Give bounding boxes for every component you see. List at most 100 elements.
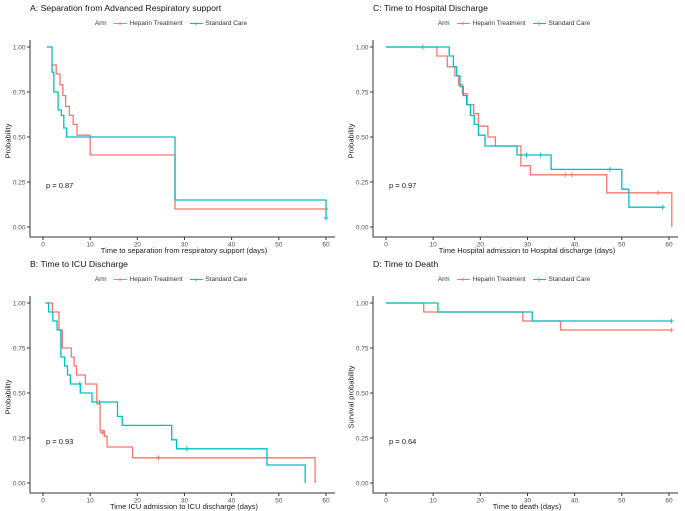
panel-title: B: Time to ICU Discharge	[30, 259, 129, 269]
y-tick-label: 0.50	[356, 134, 369, 141]
y-tick-label: 0.00	[356, 480, 369, 487]
censor-mark-heparin-treatment	[562, 172, 568, 178]
legend-label: Heparin Treatment	[129, 20, 183, 27]
y-tick-label: 1.00	[356, 300, 369, 307]
legend-label: Standard Care	[205, 20, 248, 27]
x-tick-label: 60	[665, 498, 673, 505]
censor-mark-standard-care	[668, 318, 674, 324]
axis-lines	[372, 296, 678, 494]
plot-area: Probability 0.00 0.25 0.50 0.75 1.00 0 10 20 30 4…	[343, 34, 685, 248]
y-tick-label: 0.75	[356, 89, 369, 96]
p-value: p = 0.64	[389, 437, 417, 446]
legend-item-standard-care: Standard Care	[189, 275, 248, 284]
p-value: p = 0.93	[46, 437, 74, 446]
legend-item-heparin: Heparin Treatment	[113, 19, 183, 28]
legend-label: Heparin Treatment	[129, 276, 183, 283]
x-tick-label: 30	[181, 242, 189, 249]
km-plot-c: 0.00 0.25 0.50 0.75 1.00 0 10 20 30 40 50 60	[356, 40, 678, 249]
x-tick-label: 50	[618, 498, 626, 505]
y-tick-label: 0.00	[13, 480, 26, 487]
x-axis-label: Time to separation from respiratory supp…	[100, 246, 268, 255]
panel-icu-discharge: B: Time to ICU Discharge Arm Heparin Tre…	[0, 256, 342, 511]
legend: Arm Heparin Treatment Standard Care	[0, 19, 342, 28]
axis-lines	[29, 296, 335, 494]
x-tick-label: 10	[430, 498, 438, 505]
km-curve-heparin-treatment	[386, 46, 673, 227]
legend-item-heparin: Heparin Treatment	[456, 275, 526, 284]
y-tick-label: 0.75	[13, 345, 26, 352]
legend: Arm Heparin Treatment Standard Care	[0, 275, 342, 284]
y-tick-label: 1.00	[356, 44, 369, 51]
censor-mark-standard-care	[323, 215, 329, 221]
legend-item-standard-care: Standard Care	[532, 275, 590, 284]
x-tick-label: 10	[87, 242, 95, 249]
km-plot-a: 0.00 0.25 0.50 0.75 1.00 0 10 20 30 40 50 60	[13, 40, 335, 249]
km-curve-standard-care	[386, 46, 663, 208]
x-tick-label: 40	[571, 498, 579, 505]
x-tick-label: 60	[322, 498, 330, 505]
y-tick-label: 1.00	[13, 300, 26, 307]
panel-title: D: Time to Death	[373, 259, 439, 269]
plot-area: Survival probability 0.00 0.25 0.50 0.75 1.0…	[343, 290, 685, 504]
censor-mark-heparin-treatment	[569, 172, 575, 178]
heparin-line-marker	[113, 19, 127, 28]
km-curve-standard-care	[46, 46, 327, 218]
y-tick-label: 0.25	[13, 179, 26, 186]
y-tick-label: 0.75	[356, 345, 369, 352]
x-tick-label: 50	[618, 242, 626, 249]
panel-death: D: Time to Death Arm Heparin Treatment S…	[343, 256, 685, 511]
x-axis-label: Time Hospital admission to Hospital disc…	[438, 246, 616, 255]
x-tick-label: 60	[322, 242, 330, 249]
x-tick-label: 30	[524, 498, 532, 505]
x-tick-label: 20	[477, 498, 485, 505]
censor-mark-standard-care	[420, 44, 426, 50]
standard-care-line-marker	[532, 275, 546, 284]
legend-label: Heparin Treatment	[472, 20, 526, 27]
panel-separation-respiratory: A: Separation from Advanced Respiratory …	[0, 0, 342, 255]
plot-area: Probability 0.00 0.25 0.50 0.75 1.00 0 10 20 30 4…	[0, 34, 342, 248]
censor-mark-standard-care	[524, 152, 529, 158]
censor-mark-heparin-treatment	[655, 190, 661, 196]
censor-mark-heparin-treatment	[100, 430, 105, 435]
y-tick-label: 0.00	[13, 224, 26, 231]
standard-care-line-marker	[189, 19, 203, 28]
x-tick-label: 0	[384, 242, 388, 249]
x-axis-label: Time to death (days)	[492, 502, 562, 511]
legend-label: Standard Care	[548, 20, 591, 27]
x-tick-label: 10	[87, 498, 95, 505]
plot-area: Probability 0.00 0.25 0.50 0.75 1.00 0 10 20 30 4…	[0, 290, 342, 504]
legend-label: Standard Care	[205, 276, 248, 283]
y-tick-label: 0.25	[13, 435, 26, 442]
p-value: p = 0.87	[46, 181, 74, 190]
legend-title: Arm	[94, 20, 107, 27]
censor-mark-standard-care	[184, 446, 190, 452]
x-tick-label: 0	[41, 498, 45, 505]
y-tick-label: 0.50	[356, 390, 369, 397]
y-tick-label: 0.75	[13, 89, 26, 96]
y-tick-label: 0.25	[356, 435, 369, 442]
y-tick-label: 1.00	[13, 44, 26, 51]
censor-mark-standard-care	[538, 152, 544, 158]
legend: Arm Heparin Treatment Standard Care	[343, 275, 685, 284]
censor-mark-standard-care	[607, 167, 613, 172]
legend-item-heparin: Heparin Treatment	[113, 275, 183, 284]
axis-lines	[29, 40, 335, 238]
km-plot-b: 0.00 0.25 0.50 0.75 1.00 0 10 20 30 40 50 60	[13, 296, 335, 505]
km-curve-standard-care	[386, 302, 672, 322]
km-plot-d: 0.00 0.25 0.50 0.75 1.00 0 10 20 30 40 50 60	[356, 296, 678, 505]
x-axis-label: Time ICU admission to ICU discharge (day…	[109, 502, 259, 511]
panel-title: C: Time to Hospital Discharge	[373, 3, 488, 13]
y-tick-label: 0.50	[13, 134, 26, 141]
censor-mark-heparin-treatment	[668, 327, 674, 333]
x-tick-label: 0	[384, 498, 388, 505]
legend-title: Arm	[437, 276, 450, 283]
heparin-line-marker	[456, 19, 470, 28]
x-tick-label: 40	[228, 242, 236, 249]
standard-care-line-marker	[189, 275, 203, 284]
x-tick-label: 0	[41, 242, 45, 249]
axis-lines	[372, 40, 678, 238]
y-tick-label: 0.50	[13, 390, 26, 397]
km-curve-standard-care	[45, 302, 306, 483]
standard-care-line-marker	[532, 19, 546, 28]
